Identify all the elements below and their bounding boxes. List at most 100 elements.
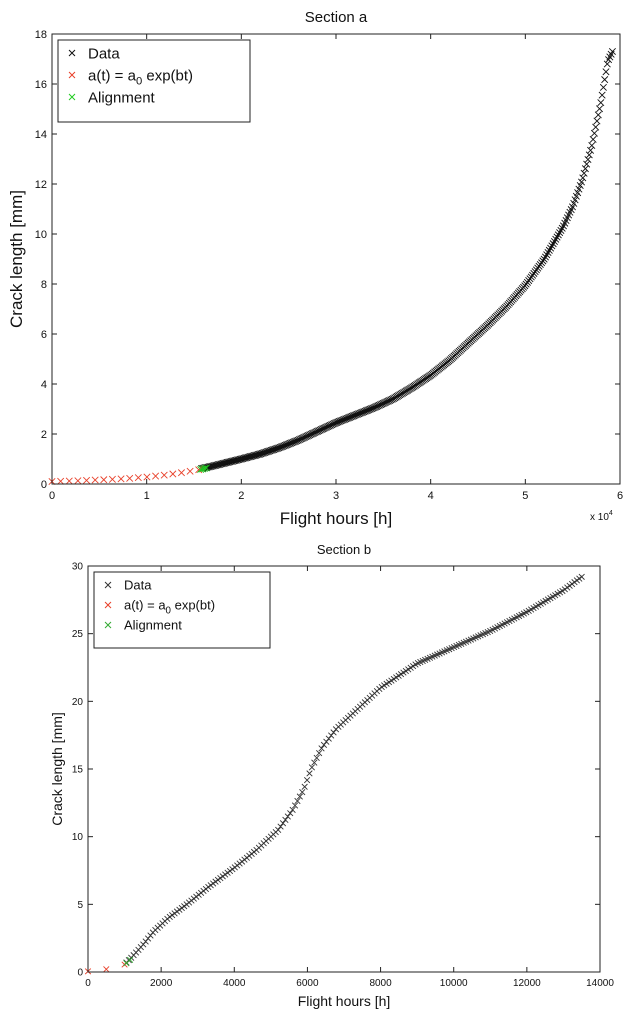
data-point bbox=[583, 160, 591, 168]
data-point bbox=[281, 441, 289, 449]
data-point bbox=[301, 783, 308, 790]
data-point bbox=[311, 759, 318, 766]
data-point bbox=[541, 253, 549, 261]
legend-label-suffix: exp(bt) bbox=[171, 598, 215, 613]
data-point bbox=[341, 415, 349, 423]
data-point bbox=[283, 441, 291, 449]
data-point bbox=[549, 240, 557, 248]
data-point bbox=[540, 255, 548, 263]
legend-label-text: a(t) = a bbox=[124, 598, 166, 613]
data-point bbox=[299, 788, 306, 796]
data-point bbox=[366, 405, 374, 413]
data-point bbox=[294, 797, 301, 805]
x-tick-label: 5 bbox=[522, 490, 528, 502]
data-point bbox=[143, 473, 151, 481]
y-tick-label: 4 bbox=[41, 379, 47, 391]
data-point bbox=[177, 469, 185, 477]
series-0 bbox=[198, 47, 616, 473]
chart-title: Section a bbox=[305, 9, 368, 26]
legend-marker bbox=[104, 621, 112, 629]
data-point bbox=[601, 76, 609, 84]
data-point bbox=[320, 741, 328, 749]
data-point bbox=[351, 411, 359, 419]
data-point bbox=[587, 146, 595, 154]
series-2 bbox=[123, 956, 134, 967]
data-point bbox=[296, 793, 303, 800]
data-point bbox=[257, 450, 265, 458]
data-point bbox=[590, 129, 598, 137]
y-tick-label: 10 bbox=[35, 229, 47, 241]
data-point bbox=[308, 764, 316, 771]
data-point bbox=[594, 111, 602, 119]
data-point bbox=[275, 444, 283, 452]
data-point bbox=[362, 407, 370, 415]
data-point bbox=[603, 60, 611, 68]
y-axis-label: Crack length [mm] bbox=[7, 190, 26, 328]
data-point bbox=[580, 169, 588, 177]
y-tick-label: 12 bbox=[35, 179, 47, 191]
data-point bbox=[126, 474, 134, 482]
x-tick-label: 12000 bbox=[513, 978, 541, 989]
data-point bbox=[261, 449, 269, 457]
data-point bbox=[272, 445, 280, 453]
x-tick-label: 8000 bbox=[369, 978, 392, 989]
data-point bbox=[318, 745, 325, 752]
legend-label: Data bbox=[124, 578, 152, 593]
data-point bbox=[256, 450, 264, 458]
data-point bbox=[83, 476, 91, 484]
data-point bbox=[279, 820, 287, 827]
data-point bbox=[108, 475, 116, 483]
data-point bbox=[284, 813, 291, 820]
legend-box bbox=[93, 571, 271, 649]
x-tick-label: 1 bbox=[144, 490, 150, 502]
data-point bbox=[553, 233, 561, 241]
x-axis-label: Flight hours [h] bbox=[298, 993, 391, 1009]
data-point bbox=[277, 823, 284, 830]
legend-label: Data bbox=[88, 45, 120, 62]
legend-label-suffix: exp(bt) bbox=[142, 67, 193, 84]
data-point bbox=[339, 416, 347, 424]
chart-section-b: Section b0 2000 4000 6000 8000 10000 12000 1400… bbox=[49, 542, 614, 1009]
data-point bbox=[334, 418, 342, 426]
data-point bbox=[597, 99, 605, 107]
data-point bbox=[359, 408, 367, 416]
x-tick-label: 6000 bbox=[296, 978, 319, 989]
data-point bbox=[579, 174, 587, 182]
legend-marker bbox=[68, 93, 76, 101]
data-point bbox=[357, 409, 365, 417]
data-point bbox=[279, 442, 287, 450]
data-point bbox=[285, 440, 293, 448]
data-point bbox=[598, 91, 606, 99]
data-point bbox=[599, 83, 607, 91]
x-exponent-power: 4 bbox=[609, 510, 613, 517]
data-point bbox=[355, 410, 363, 418]
x-tick-label: 6 bbox=[617, 490, 623, 502]
x-tick-label: 3 bbox=[333, 490, 339, 502]
data-point bbox=[365, 406, 373, 414]
y-tick-label: 18 bbox=[35, 29, 47, 41]
x-exponent-base: x 10 bbox=[590, 512, 609, 523]
data-point bbox=[169, 470, 177, 478]
legend-label-text: Data bbox=[124, 578, 152, 593]
legend-marker bbox=[104, 601, 112, 609]
data-point bbox=[303, 776, 311, 784]
data-point bbox=[126, 956, 134, 963]
data-point bbox=[596, 105, 604, 113]
data-point bbox=[325, 735, 332, 742]
data-point bbox=[550, 237, 558, 246]
legend-label: Alignment bbox=[88, 89, 156, 106]
y-tick-label: 2 bbox=[41, 429, 47, 441]
data-point bbox=[608, 47, 616, 56]
data-point bbox=[337, 417, 345, 425]
data-point bbox=[262, 448, 270, 456]
data-point bbox=[286, 439, 294, 447]
data-point bbox=[552, 235, 560, 243]
data-point bbox=[602, 68, 610, 76]
data-point bbox=[271, 445, 279, 453]
legend-label: a(t) = a0 exp(bt) bbox=[124, 598, 215, 617]
data-point bbox=[253, 451, 261, 459]
data-point bbox=[360, 408, 368, 416]
data-point bbox=[103, 966, 110, 973]
data-point bbox=[280, 442, 288, 450]
y-tick-label: 25 bbox=[72, 629, 84, 640]
